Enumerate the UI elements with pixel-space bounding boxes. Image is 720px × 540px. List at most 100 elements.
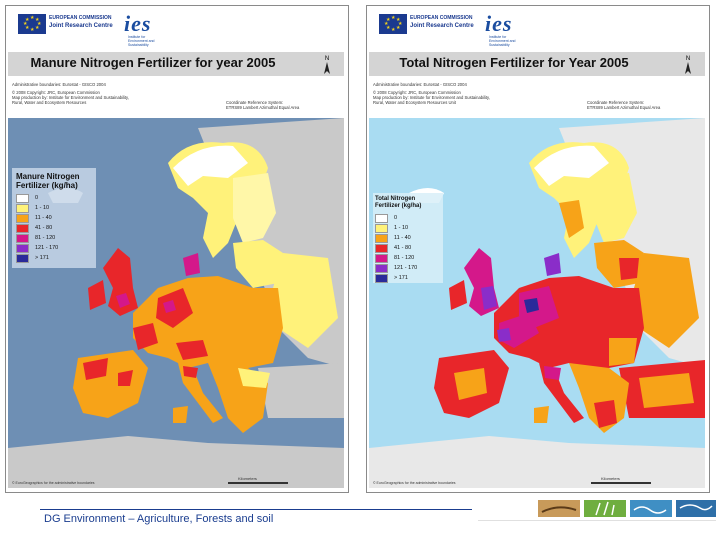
italy-region bbox=[178, 363, 223, 423]
north-label: N bbox=[686, 56, 690, 62]
legend-label: 81 - 120 bbox=[394, 255, 415, 261]
ies-logo: ies Institute for Environment and Sustai… bbox=[485, 11, 535, 47]
european-commission-logo: ★ ★ ★ ★ ★ ★ ★ ★ EUROPEAN COMMISSION Join… bbox=[379, 14, 474, 38]
copyright-label: © EuroGeographics for the administrative… bbox=[373, 481, 456, 485]
footer-caption: DG Environment – Agriculture, Forests an… bbox=[44, 513, 274, 525]
total-map-panel: ★ ★ ★ ★ ★ ★ ★ ★ EUROPEAN COMMISSION Join… bbox=[366, 5, 710, 493]
ies-logo: ies Institute for Environment and Sustai… bbox=[124, 11, 174, 47]
eastern-region bbox=[273, 253, 338, 348]
northern-scandinavia-region bbox=[173, 145, 248, 186]
map-title-bar: Total Nitrogen Fertilizer for Year 2005 … bbox=[369, 52, 705, 76]
alpine-hotspot bbox=[176, 340, 208, 360]
jrc-name: Joint Research Centre bbox=[410, 23, 474, 29]
legend-swatch bbox=[16, 223, 29, 233]
scale-label: Kilometers bbox=[238, 476, 257, 481]
soil-theme-icon bbox=[538, 500, 580, 517]
meta-line: Administrative boundaries: Eurostat - GI… bbox=[12, 82, 106, 87]
jrc-name: Joint Research Centre bbox=[49, 23, 113, 29]
legend-label: > 171 bbox=[394, 275, 408, 281]
scale-bar bbox=[591, 482, 651, 484]
legend: Manure Nitrogen Fertilizer (kg/ha) 0 1 - … bbox=[16, 172, 80, 263]
denmark-region bbox=[183, 253, 200, 276]
poland-region bbox=[579, 290, 619, 323]
meta-line: ETRS89 Lambert Azimuthal Equal Area bbox=[226, 105, 300, 110]
legend-label: 11 - 40 bbox=[35, 215, 52, 221]
legend-item: 1 - 10 bbox=[375, 223, 421, 233]
iberia-inner-region bbox=[454, 368, 487, 400]
legend-item: 121 - 170 bbox=[16, 243, 80, 253]
finland-region bbox=[594, 173, 637, 243]
netherlands-hotspot bbox=[163, 300, 176, 313]
meta-line: ETRS89 Lambert Azimuthal Equal Area bbox=[587, 105, 661, 110]
north-arrow-icon: N bbox=[685, 56, 691, 74]
meta-line: Coordinate Reference System: bbox=[587, 100, 645, 105]
legend-swatch bbox=[16, 203, 29, 213]
meta-line: Coordinate Reference System: bbox=[226, 100, 284, 105]
total-nitrogen-map: Kilometers © EuroGeographics for the adm… bbox=[369, 118, 705, 488]
theme-icon-strip bbox=[538, 500, 716, 517]
plant-theme-icon bbox=[584, 500, 626, 517]
legend-item: 11 - 40 bbox=[16, 213, 80, 223]
map-title-bar: Manure Nitrogen Fertilizer for year 2005… bbox=[8, 52, 344, 76]
north-arrow-icon: N bbox=[324, 56, 330, 74]
legend-label: 0 bbox=[394, 215, 398, 221]
legend-item: 1 - 10 bbox=[16, 203, 80, 213]
legend-label: 121 - 170 bbox=[394, 265, 418, 271]
meta-line: Administrative boundaries: Eurostat - GI… bbox=[373, 82, 467, 87]
eu-flag-icon: ★ ★ ★ ★ ★ ★ ★ ★ bbox=[379, 14, 407, 34]
po-valley-hotspot bbox=[544, 366, 561, 380]
uk-region bbox=[103, 248, 138, 316]
ireland-region bbox=[449, 280, 467, 310]
legend-item: 81 - 120 bbox=[375, 253, 421, 263]
ies-sub-line: Institute for bbox=[128, 35, 146, 39]
map-metadata: Administrative boundaries: Eurostat - GI… bbox=[8, 80, 344, 118]
panel-header: ★ ★ ★ ★ ★ ★ ★ ★ EUROPEAN COMMISSION Join… bbox=[6, 6, 348, 50]
legend-swatch bbox=[375, 253, 388, 263]
meta-line: © 2008 Copyright: JRC, European Commissi… bbox=[373, 90, 461, 95]
meta-line: Rural, Water and Ecosystem Resources bbox=[12, 100, 87, 105]
meta-line: Map production by: Institute for Environ… bbox=[373, 95, 491, 100]
legend-title-line: Manure Nitrogen bbox=[16, 172, 80, 181]
legend-swatch bbox=[375, 273, 388, 283]
strip-divider bbox=[478, 520, 716, 521]
footer-divider bbox=[40, 509, 472, 510]
legend-label: 81 - 120 bbox=[35, 235, 56, 241]
legend-label: 1 - 10 bbox=[35, 205, 50, 211]
european-commission-logo: ★ ★ ★ ★ ★ ★ ★ ★ EUROPEAN COMMISSION Join… bbox=[18, 14, 113, 38]
scale-bar bbox=[228, 482, 288, 484]
galicia-hotspot bbox=[83, 358, 108, 380]
legend-swatch bbox=[375, 243, 388, 253]
legend-swatch bbox=[16, 243, 29, 253]
brittany-hotspot bbox=[133, 323, 158, 350]
air-theme-icon bbox=[676, 500, 716, 517]
manure-nitrogen-map: Kilometers © EuroGeographics for the adm… bbox=[8, 118, 344, 488]
ies-sub-line: Sustainability bbox=[489, 43, 510, 47]
turkey-land bbox=[258, 363, 344, 418]
legend-item: 41 - 80 bbox=[375, 243, 421, 253]
legend-label: > 171 bbox=[35, 255, 49, 261]
ies-sub-line: Environment and bbox=[128, 39, 155, 43]
sardinia-region bbox=[173, 406, 188, 423]
romania-region bbox=[609, 338, 637, 366]
legend-item: > 171 bbox=[375, 273, 421, 283]
legend-label: 1 - 10 bbox=[394, 225, 409, 231]
legend-swatch bbox=[375, 263, 388, 273]
meta-line: Rural, Water and Ecosystem Resources Uni… bbox=[373, 100, 456, 105]
legend-label: 41 - 80 bbox=[394, 245, 412, 251]
ies-sub-line: Sustainability bbox=[128, 43, 149, 47]
eu-flag-icon: ★ ★ ★ ★ ★ ★ ★ ★ bbox=[18, 14, 46, 34]
legend-item: 41 - 80 bbox=[16, 223, 80, 233]
panel-header: ★ ★ ★ ★ ★ ★ ★ ★ EUROPEAN COMMISSION Join… bbox=[367, 6, 709, 50]
legend-swatch bbox=[375, 213, 388, 223]
legend-label: 41 - 80 bbox=[35, 225, 53, 231]
legend-swatch bbox=[375, 233, 388, 243]
scale-label: Kilometers bbox=[601, 476, 620, 481]
legend-swatch bbox=[16, 253, 29, 263]
legend-swatch bbox=[16, 213, 29, 223]
ireland-region bbox=[88, 280, 106, 310]
eastern-region bbox=[634, 253, 699, 348]
meta-line: © 2008 Copyright: JRC, European Commissi… bbox=[12, 90, 100, 95]
legend-label: 121 - 170 bbox=[35, 245, 59, 251]
legend-item: 0 bbox=[375, 213, 421, 223]
ec-name: EUROPEAN COMMISSION bbox=[410, 15, 473, 21]
